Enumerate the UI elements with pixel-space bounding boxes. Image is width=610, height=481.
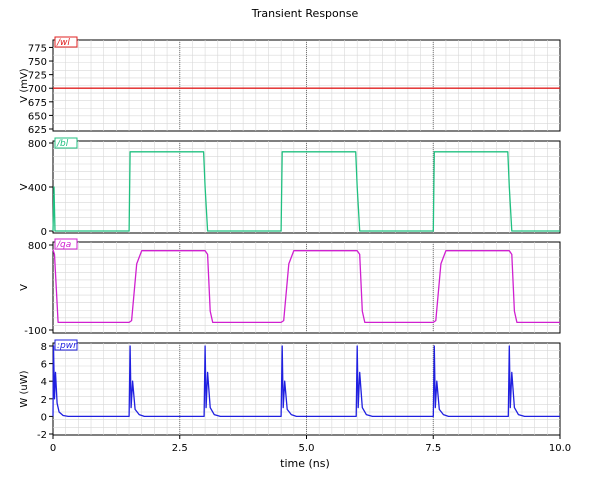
signal-tag-box <box>54 238 78 250</box>
y-tick-label: 625 <box>28 125 47 136</box>
y-tick-label: 725 <box>28 71 47 82</box>
y-axis-label: V <box>19 284 30 291</box>
y-axis-label: V (mV) <box>19 68 30 103</box>
y-tick-label: 8 <box>41 342 47 353</box>
signal-tag: /qa <box>54 238 78 250</box>
y-axis-label: V <box>19 183 30 190</box>
signal-tag: :pwr <box>54 339 78 351</box>
signal-tag-box <box>54 137 78 149</box>
y-tick-label: 775 <box>28 43 47 54</box>
x-tick-label: 7.5 <box>425 443 441 454</box>
y-tick-label: -100 <box>24 326 47 337</box>
signal-tag-label: /qa <box>56 240 71 250</box>
panel-grid <box>53 40 560 131</box>
signal-tag-box <box>54 339 78 351</box>
panel-grid <box>53 242 560 333</box>
signal-tag: /bl <box>54 137 78 149</box>
y-tick-label: 800 <box>28 139 47 150</box>
series-line-pwr <box>52 345 560 418</box>
x-tick-label: 5.0 <box>299 443 315 454</box>
y-axis-label: W (uW) <box>19 370 30 407</box>
y-tick-label: 0 <box>41 227 47 238</box>
x-tick-label: 10.0 <box>549 443 571 454</box>
panel-qa: -100 800 V/qa <box>19 238 561 337</box>
x-tick-label: 2.5 <box>172 443 188 454</box>
x-tick-label: 0 <box>50 443 56 454</box>
y-tick-label: 4 <box>41 377 47 388</box>
y-tick-label: 0 <box>41 412 47 423</box>
panel-wl: 625 650 675 700 725 750 775 V (mV) /wl <box>19 36 561 136</box>
signal-tag-label: /wl <box>56 38 70 48</box>
panel-pwr: -2 0 2 4 6 8 W (uW) :pwr <box>19 339 561 441</box>
x-axis-label: time (ns) <box>280 457 330 470</box>
y-tick-label: 650 <box>28 111 47 122</box>
y-tick-label: 675 <box>28 98 47 109</box>
series-line-bl <box>52 151 560 232</box>
signal-tag-label: :pwr <box>57 341 78 351</box>
y-tick-label: 700 <box>28 84 47 95</box>
signal-tag: /wl <box>54 36 78 48</box>
y-tick-label: 800 <box>28 241 47 252</box>
y-tick-label: 750 <box>28 57 47 68</box>
y-tick-label: 6 <box>41 360 47 371</box>
y-tick-label: -2 <box>37 430 47 441</box>
signal-tag-label: /bl <box>56 139 69 149</box>
y-tick-label: 2 <box>41 395 47 406</box>
chart-title: Transient Response <box>251 7 359 20</box>
y-tick-label: 400 <box>28 183 47 194</box>
series-line-qa <box>52 249 560 324</box>
signal-tag-box <box>54 36 78 48</box>
panel-bl: 0 400 800 V/bl <box>19 137 561 238</box>
